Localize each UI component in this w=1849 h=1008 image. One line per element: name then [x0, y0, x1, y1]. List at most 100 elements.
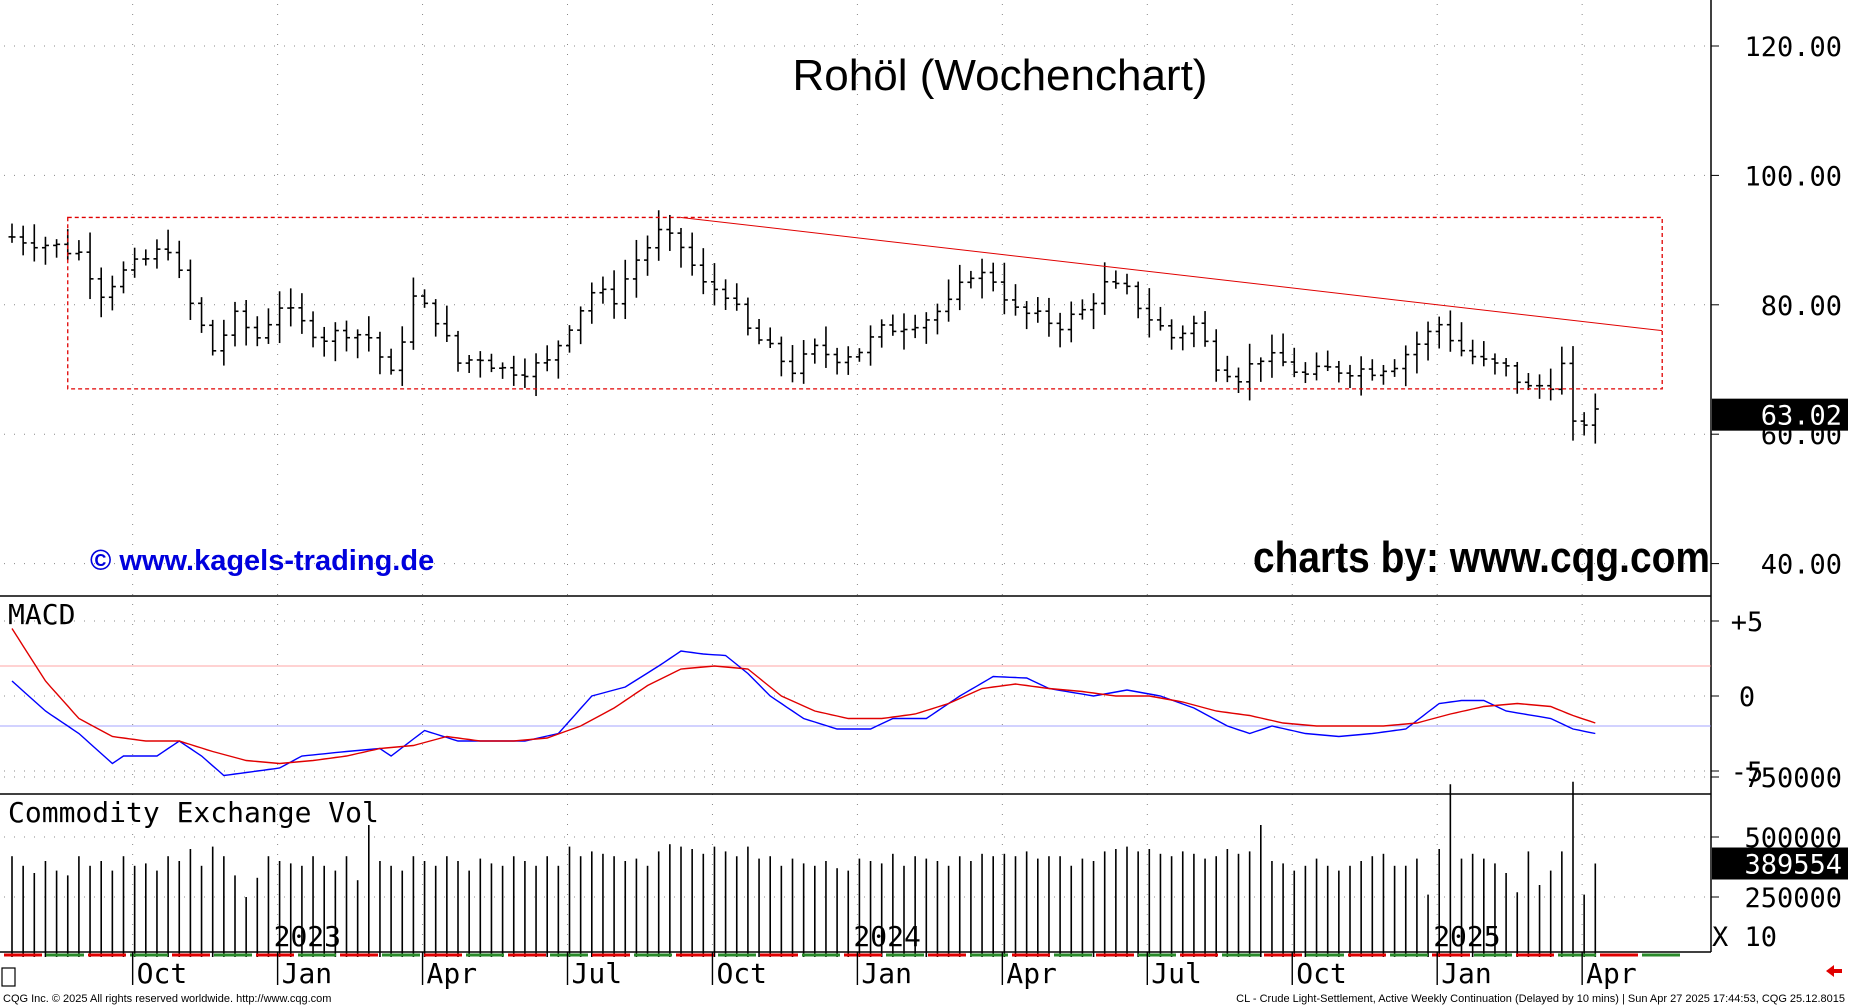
price-bar-107	[1201, 311, 1209, 347]
price-bar-54	[610, 270, 618, 319]
price-bar-137	[1536, 374, 1544, 399]
price-bar-86	[967, 270, 975, 289]
price-bar-56	[632, 239, 640, 298]
price-bar-4	[53, 239, 61, 258]
price-bar-122	[1368, 359, 1376, 381]
date-label-5: Jan	[861, 957, 912, 990]
price-bar-63	[710, 263, 718, 306]
price-tick-0: 40.00	[1761, 550, 1842, 581]
price-bar-22	[253, 316, 261, 347]
price-bar-85	[956, 264, 964, 311]
price-bar-13	[153, 239, 161, 269]
date-label-8: Oct	[1296, 957, 1347, 990]
price-bar-90	[1012, 284, 1019, 316]
macd-axis-ticks: +5 0 -5	[1711, 607, 1763, 788]
price-bar-14	[164, 229, 172, 261]
price-bar-95	[1067, 301, 1075, 343]
price-bar-118	[1324, 350, 1332, 372]
volume-last-marker: 389554	[1712, 847, 1848, 881]
price-bar-136	[1524, 373, 1532, 391]
price-bar-75	[844, 346, 852, 375]
price-bar-134	[1502, 358, 1510, 377]
resistance-trendline	[680, 216, 1663, 332]
price-bar-68	[766, 327, 774, 349]
year-label-0: 2023	[274, 920, 341, 953]
price-bar-6	[75, 240, 83, 261]
price-bar-91	[1023, 301, 1031, 330]
volume-bars	[11, 781, 1597, 957]
price-bar-71	[800, 340, 808, 384]
chart-title: Rohöl (Wochenchart)	[793, 51, 1208, 100]
price-bar-57	[644, 235, 652, 276]
price-bar-141	[1580, 412, 1588, 436]
watermark-kagels: © www.kagels-trading.de	[90, 545, 434, 577]
price-bar-31	[354, 329, 362, 359]
price-bar-0	[8, 223, 16, 243]
price-bar-65	[733, 283, 741, 311]
price-bar-121	[1357, 356, 1365, 396]
price-bar-128	[1435, 316, 1443, 349]
price-bar-96	[1078, 299, 1086, 320]
price-bar-38	[432, 299, 440, 337]
price-bar-103	[1156, 306, 1164, 331]
price-bar-83	[933, 303, 941, 335]
macd-signal-line	[11, 628, 1596, 765]
left-square-icon[interactable]	[1, 967, 16, 987]
year-labels: 2023 2024 2025	[274, 920, 1501, 953]
price-bar-74	[833, 347, 841, 375]
price-bar-42	[476, 351, 484, 378]
footer-copyright: CQG Inc. © 2025 All rights reserved worl…	[3, 993, 332, 1005]
price-bar-98	[1101, 262, 1109, 315]
price-bar-10	[120, 261, 127, 294]
date-label-3: Jul	[572, 957, 623, 990]
price-bar-52	[588, 282, 596, 324]
price-bar-36	[409, 277, 417, 350]
price-bar-94	[1056, 312, 1064, 348]
price-bar-28	[320, 326, 328, 357]
price-bar-125	[1402, 345, 1410, 387]
date-label-10: Apr	[1586, 957, 1637, 990]
price-bar-87	[978, 258, 986, 299]
price-bar-62	[699, 248, 707, 295]
last-price-label: 63.02	[1761, 401, 1842, 432]
macd-reference-lines	[0, 665, 1711, 727]
price-tick-2: 80.00	[1761, 291, 1842, 322]
price-bar-9	[108, 275, 116, 311]
last-price-box	[1712, 398, 1848, 431]
price-bar-119	[1335, 360, 1343, 383]
price-bar-82	[922, 312, 930, 344]
price-bar-53	[599, 276, 607, 304]
price-bar-73	[822, 326, 830, 368]
price-bar-23	[264, 308, 272, 344]
corner-icons	[1, 965, 1842, 987]
price-bar-1	[19, 225, 27, 256]
price-bar-116	[1301, 362, 1309, 384]
price-bar-34	[387, 348, 395, 375]
price-bar-113	[1268, 334, 1276, 378]
arrow-left-icon[interactable]	[1826, 965, 1842, 977]
watermark-cqg: charts by: www.cqg.com	[1253, 533, 1710, 582]
price-bar-24	[276, 291, 284, 344]
price-bar-129	[1446, 310, 1454, 352]
price-bar-132	[1480, 341, 1488, 367]
price-bar-16	[186, 259, 194, 320]
price-bar-139	[1558, 346, 1566, 395]
price-bar-61	[688, 232, 696, 276]
price-bar-102	[1145, 288, 1153, 338]
price-bar-124	[1391, 359, 1399, 377]
price-bar-55	[621, 259, 629, 320]
date-axis-labels: Oct Jan Apr Jul Oct Jan Apr Jul Oct Jan Apr	[131, 952, 1637, 990]
price-bar-45	[510, 355, 518, 386]
price-bar-100	[1123, 273, 1131, 295]
price-bar-130	[1458, 322, 1465, 357]
price-bar-18	[209, 319, 217, 356]
price-bar-97	[1090, 293, 1098, 330]
date-label-6: Apr	[1006, 957, 1057, 990]
price-bar-35	[398, 326, 406, 386]
price-bar-60	[677, 227, 685, 268]
price-tick-3: 100.00	[1744, 161, 1842, 192]
price-bar-12	[142, 249, 150, 266]
price-bar-105	[1179, 325, 1187, 351]
price-ohlc-bars	[8, 210, 1599, 444]
